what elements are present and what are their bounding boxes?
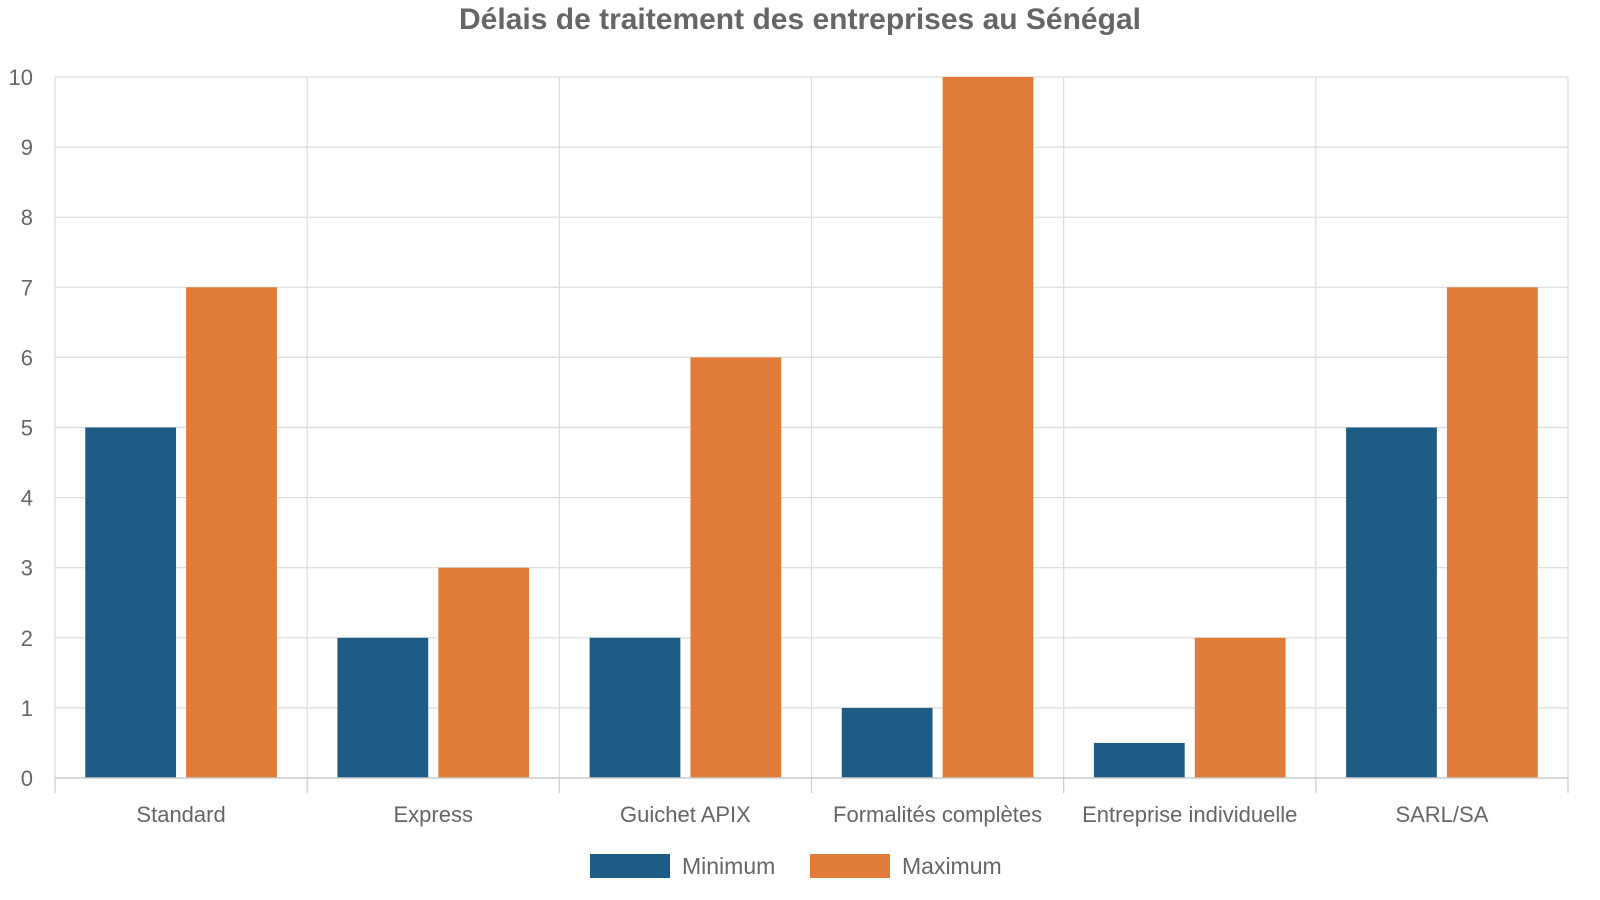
x-axis	[54, 777, 1569, 793]
legend[interactable]: Minimum Maximum	[590, 853, 1002, 879]
legend-swatch	[810, 854, 890, 878]
y-tick-label: 2	[21, 626, 33, 651]
y-tick-label: 3	[21, 556, 33, 581]
legend-label: Minimum	[682, 853, 775, 879]
y-tick-label: 6	[21, 345, 33, 370]
bar-maximum-4[interactable]	[942, 77, 1034, 778]
grid-lines	[54, 76, 1569, 778]
x-category-label: Standard	[136, 802, 225, 827]
y-tick-label: 0	[21, 766, 33, 791]
x-category-label: SARL/SA	[1395, 802, 1488, 827]
y-tick-label: 10	[9, 65, 33, 90]
y-tick-label: 4	[21, 486, 33, 511]
bar-maximum-2[interactable]	[438, 567, 530, 778]
y-tick-label: 1	[21, 696, 33, 721]
x-category-label: Entreprise individuelle	[1082, 802, 1297, 827]
x-category-label: Guichet APIX	[620, 802, 751, 827]
bar-minimum-3[interactable]	[589, 637, 681, 778]
bar-minimum-5[interactable]	[1093, 742, 1185, 778]
bar-minimum-2[interactable]	[337, 637, 429, 778]
bar-minimum-1[interactable]	[85, 427, 177, 779]
x-category-label: Express	[394, 802, 473, 827]
bar-maximum-6[interactable]	[1446, 287, 1538, 778]
bar-maximum-5[interactable]	[1194, 637, 1286, 778]
y-tick-label: 7	[21, 275, 33, 300]
legend-label: Maximum	[902, 853, 1002, 879]
bar-minimum-4[interactable]	[841, 707, 933, 778]
y-tick-label: 9	[21, 135, 33, 160]
y-tick-label: 5	[21, 416, 33, 441]
x-axis-categories: Standard Express Guichet APIX Formalités co…	[136, 802, 1488, 827]
bar-maximum-1[interactable]	[186, 287, 277, 778]
bar-maximum-3[interactable]	[690, 357, 782, 778]
bar-minimum-6[interactable]	[1346, 427, 1437, 779]
legend-item-minimum[interactable]: Minimum	[590, 853, 775, 879]
x-category-label: Formalités complètes	[833, 802, 1042, 827]
legend-swatch	[590, 854, 670, 878]
chart-title: Délais de traitement des entreprises au …	[459, 3, 1141, 36]
legend-item-maximum[interactable]: Maximum	[810, 853, 1002, 879]
bars	[85, 77, 1538, 779]
y-axis-ticks: 0 1 2 3 4 5 6 7 8 9 10	[9, 65, 33, 791]
y-tick-label: 8	[21, 205, 33, 230]
